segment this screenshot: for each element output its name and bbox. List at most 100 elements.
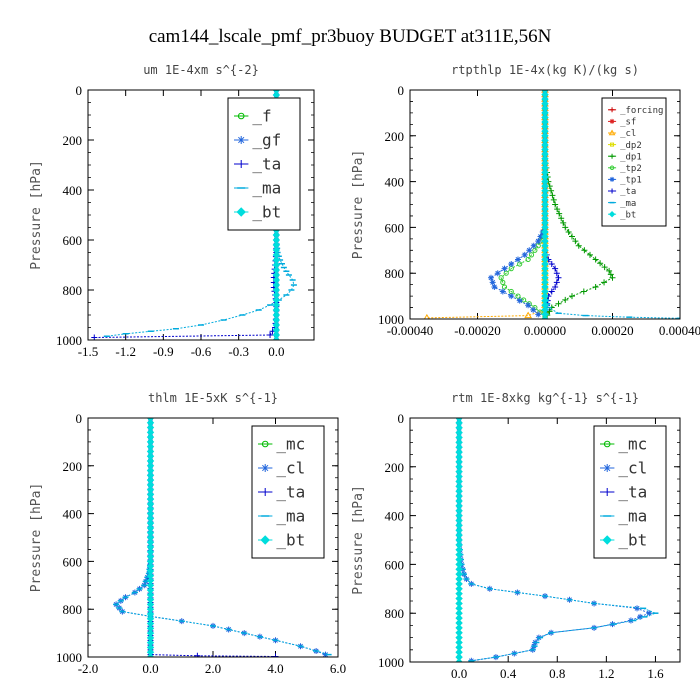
legend-marker: [236, 207, 246, 217]
legend-label: _dp1: [620, 152, 642, 162]
legend: _forcing _sf_cl _dp2_dp1 _tp2 _tp1_ta _ma_bt: [601, 97, 667, 227]
series-line-cl: [426, 90, 546, 319]
series-point-tp1: [535, 238, 542, 245]
panel-title: rtpthlp 1E-4x(kg K)/(kg s): [451, 63, 639, 77]
legend-marker: [260, 535, 270, 545]
series-point-bt: [541, 315, 549, 319]
series-point-cl: [322, 651, 329, 657]
x-tick-label: -1.2: [115, 344, 136, 359]
legend-marker: [602, 535, 612, 545]
legend-label: _ma: [618, 507, 647, 526]
series-point-tp1: [537, 233, 544, 240]
x-tick-label: 6.0: [330, 661, 346, 676]
series-point-tp1: [530, 306, 537, 313]
series-point-cl: [646, 610, 653, 617]
series-point-tp1: [526, 247, 533, 254]
legend-marker: [609, 188, 615, 194]
legend-marker: [603, 488, 612, 496]
series-line-tp1: [490, 90, 546, 315]
series-point-tp1: [515, 256, 521, 263]
series-point-ta: [548, 261, 555, 268]
panel-um: um 1E-4xm s^{-2} Pressure [hPa] 0 200 400 600…: [29, 63, 315, 359]
series-point-tp2: [532, 247, 538, 253]
panel-title: thlm 1E-5xK s^{-1}: [148, 391, 278, 405]
series-point-dp1: [601, 279, 608, 286]
plot-frame: [409, 89, 681, 320]
series-point-dp1: [592, 283, 599, 290]
series-point-dp1: [597, 260, 604, 267]
x-tick-label: -1.5: [78, 344, 99, 359]
x-tick-label: 0.00000: [524, 323, 566, 338]
y-tick-label: 600: [63, 554, 83, 569]
legend-label: _f: [252, 107, 271, 126]
plot-area: [423, 90, 680, 319]
series-point-tp2: [501, 284, 508, 290]
legend-label: _ta: [620, 187, 636, 197]
panel-rtm: rtm 1E-8xkg kg^{-1} s^{-1} Pressure [hPa]…: [351, 391, 681, 681]
series-point-tp1: [491, 283, 498, 290]
series-point-cl: [634, 605, 641, 612]
series-point-ta: [553, 279, 560, 286]
series-point-tp2: [500, 279, 506, 285]
series-point-tp1: [525, 302, 532, 309]
legend-label: _gf: [252, 131, 281, 150]
series-line-ma: [115, 418, 329, 656]
legend-marker: [261, 464, 270, 472]
legend-label: _ta: [276, 483, 305, 502]
series-point-dp1: [607, 271, 614, 278]
legend-label: _ma: [252, 179, 281, 198]
series-point-tp1: [508, 293, 515, 300]
series-point-bt: [272, 336, 281, 340]
plot-frame: [409, 417, 681, 663]
series-point-ta: [552, 283, 559, 290]
legend-label: _bt: [276, 531, 305, 550]
y-axis-label: Pressure [hPa]: [351, 150, 366, 260]
series-point-dp1: [575, 242, 582, 249]
series-point-dp1: [556, 210, 563, 217]
legend-marker: [609, 176, 615, 182]
panel-title: um 1E-4xm s^{-2}: [143, 63, 259, 77]
series-point-ta: [555, 274, 562, 281]
series-point-dp1: [550, 196, 557, 203]
series-point-dp1: [601, 264, 608, 271]
legend-label: _bt: [252, 203, 281, 222]
series-point-dp1: [562, 296, 569, 303]
series-point-dp1: [555, 300, 562, 307]
legend-label: _bt: [618, 531, 647, 550]
series-point-tp1: [501, 265, 508, 272]
series-point-ta: [552, 265, 559, 272]
x-tick-label: 0.00020: [591, 323, 633, 338]
x-tick-label: -0.3: [228, 344, 249, 359]
series-point-dp1: [562, 224, 569, 231]
series-point-cl: [524, 311, 532, 319]
x-tick-label: 0.0: [451, 666, 467, 681]
series-point-tp2: [498, 275, 504, 281]
y-tick-label: 600: [385, 557, 405, 572]
legend-marker: [261, 440, 269, 448]
legend-label: _ma: [620, 199, 636, 209]
y-tick-label: 200: [63, 459, 83, 474]
legend-label: _mc: [618, 435, 647, 454]
plot-area: [113, 418, 332, 657]
y-tick-label: 1000: [56, 333, 82, 348]
plot-area: [455, 418, 659, 662]
series-point-tp2: [525, 256, 531, 263]
y-tick-label: 200: [385, 460, 405, 475]
legend-marker: [603, 464, 612, 472]
series-line-tp2: [500, 90, 546, 318]
x-tick-label: 1.6: [647, 666, 664, 681]
series-point-tp1: [521, 251, 528, 258]
y-axis-label: Pressure [hPa]: [351, 485, 366, 595]
legend-marker: [609, 165, 615, 171]
y-tick-label: 0: [398, 411, 405, 426]
y-tick-label: 600: [385, 220, 405, 235]
series-point-dp1: [587, 251, 593, 258]
y-tick-label: 0: [76, 411, 83, 426]
series-point-dp1: [569, 293, 575, 300]
series-point-dp1: [609, 274, 616, 281]
x-tick-label: 4.0: [267, 661, 283, 676]
y-tick-label: 400: [385, 175, 405, 190]
series-point-bt: [146, 653, 155, 657]
panel-thlm: thlm 1E-5xK s^{-1} Pressure [hPa] 0 200 400 6…: [29, 391, 346, 676]
